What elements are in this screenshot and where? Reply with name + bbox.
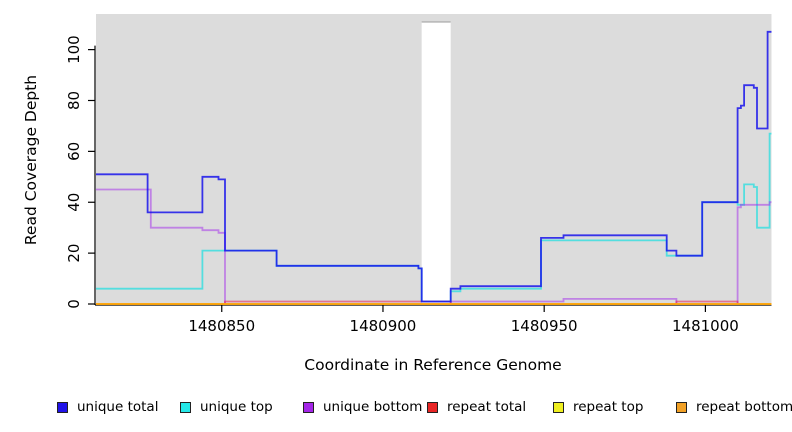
legend-label: repeat top [573, 399, 644, 415]
legend-item-repeat-bottom: repeat bottom [676, 398, 792, 416]
x-tick-label: 1480850 [188, 317, 255, 335]
legend-label: repeat total [447, 399, 527, 415]
x-axis-title: Coordinate in Reference Genome [304, 356, 562, 374]
legend-swatch [676, 401, 687, 413]
legend-item-unique-bottom: unique bottom [303, 398, 422, 416]
legend-item-repeat-top: repeat top [553, 398, 643, 416]
x-tick-label: 1480900 [350, 317, 417, 335]
y-tick-label: 80 [65, 91, 83, 110]
legend-label: unique total [77, 399, 159, 415]
y-tick-label: 60 [65, 142, 83, 161]
legend-label: unique bottom [323, 399, 423, 415]
chart-legend: unique total unique top unique bottom repea… [0, 398, 792, 420]
legend-item-repeat-total: repeat total [427, 398, 526, 416]
legend-swatch [553, 401, 564, 413]
series-line-unique-bottom [96, 188, 772, 305]
y-tick-label: 100 [65, 35, 83, 64]
legend-label: repeat bottom [696, 399, 792, 415]
y-tick-label: 20 [65, 244, 83, 263]
legend-label: unique top [200, 399, 273, 415]
y-tick-label: 0 [65, 299, 83, 309]
legend-swatch [180, 401, 191, 413]
y-tick-label: 40 [65, 193, 83, 212]
legend-item-unique-top: unique top [180, 398, 273, 416]
y-axis-title: Read Coverage Depth [22, 74, 40, 246]
legend-swatch [427, 401, 438, 413]
x-tick-label: 1480950 [511, 317, 578, 335]
coverage-chart: 1480850 1480900 1480950 1481000 0 20 40 60 80 100 [65, 14, 772, 335]
series-line-unique-total [96, 30, 772, 303]
masked-region [421, 22, 451, 305]
legend-swatch [57, 401, 68, 413]
x-tick-label: 1481000 [672, 317, 739, 335]
legend-item-unique-total: unique total [57, 398, 158, 416]
legend-swatch [303, 401, 314, 413]
